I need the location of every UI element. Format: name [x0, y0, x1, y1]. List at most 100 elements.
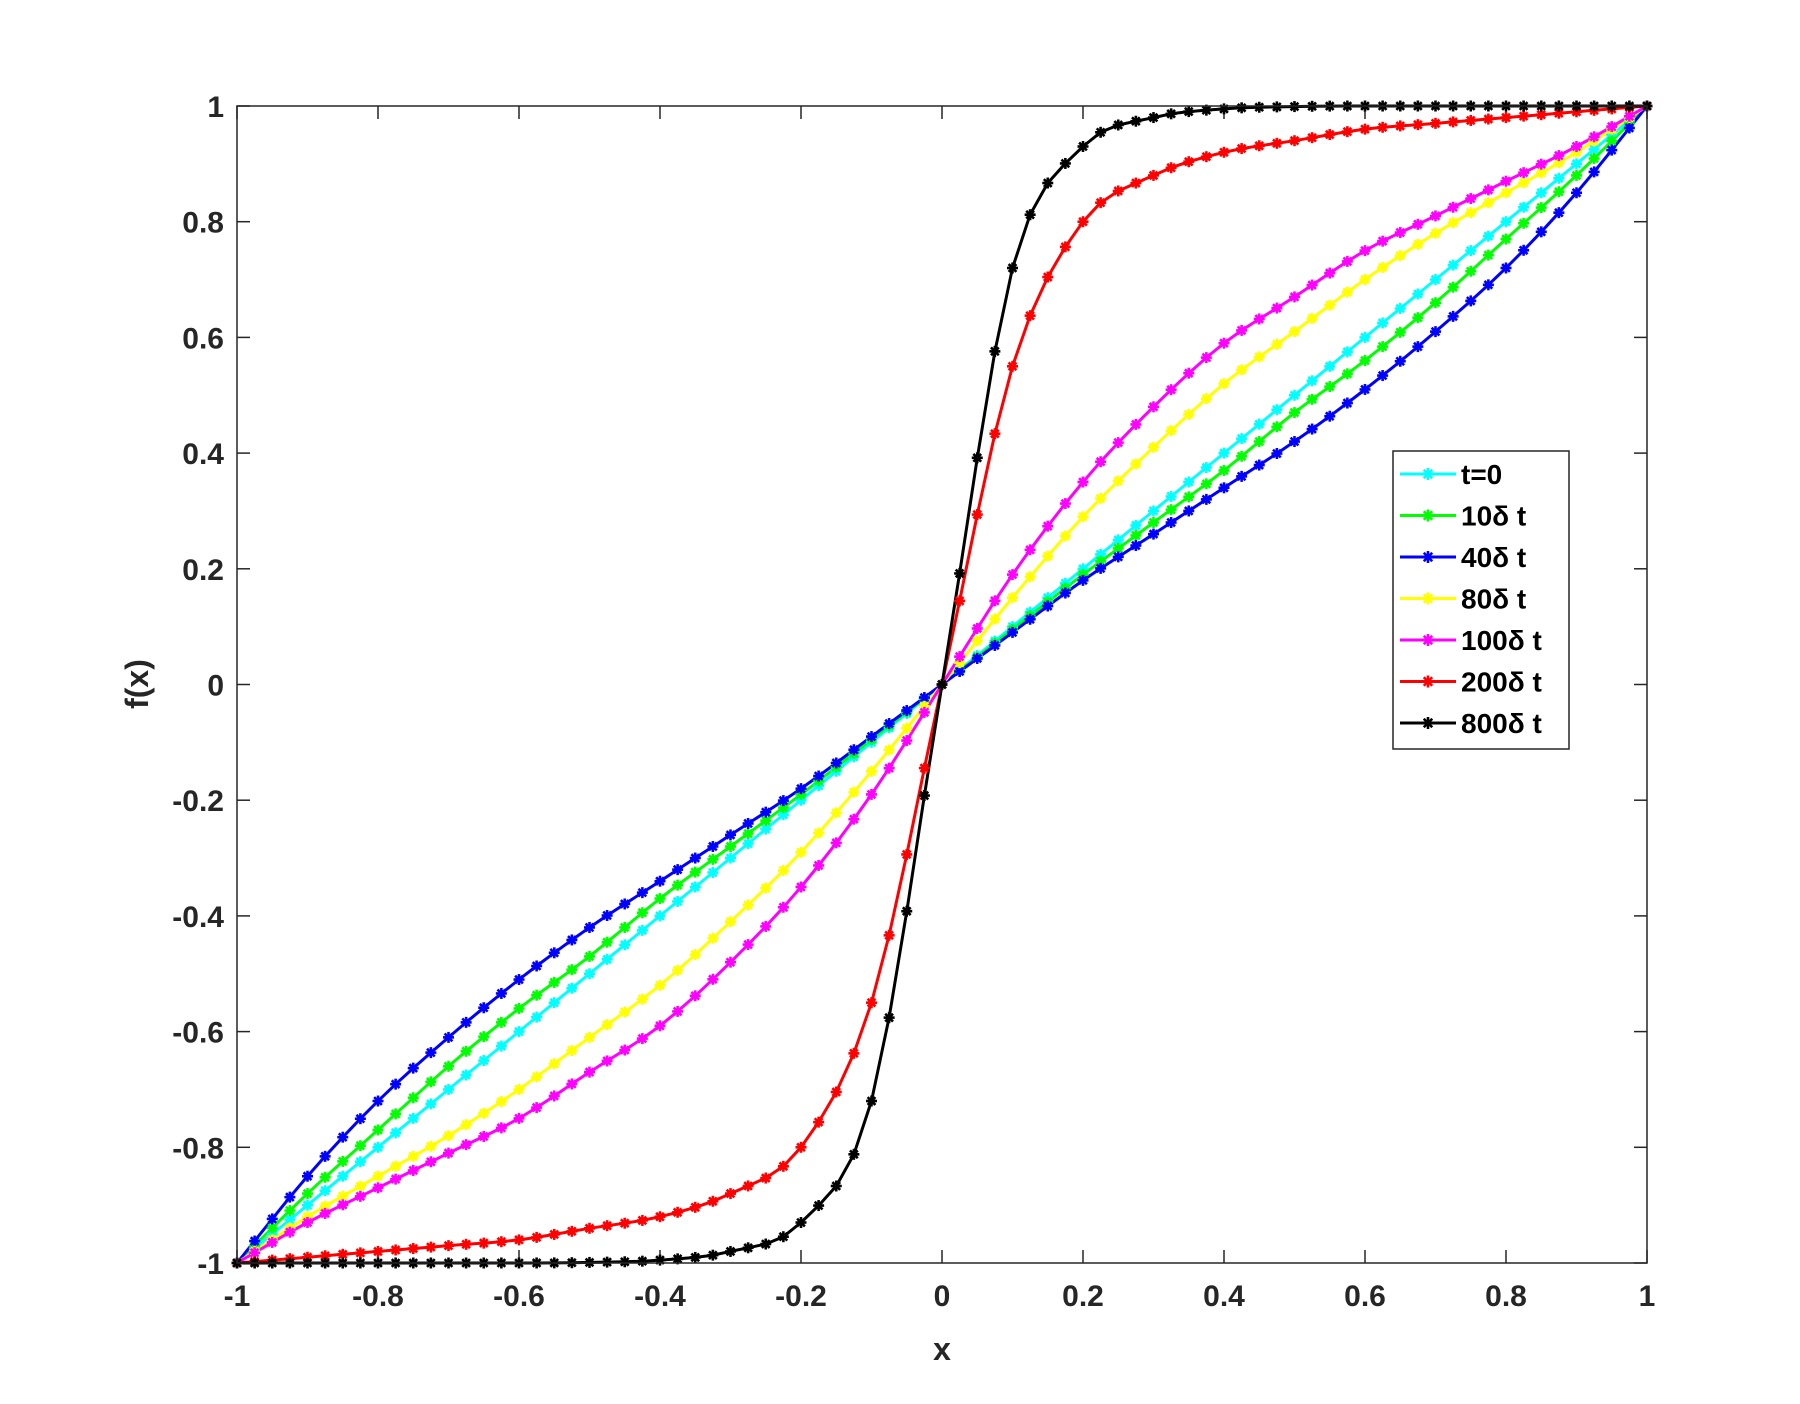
x-tick-label: 0.4: [1203, 1280, 1245, 1313]
data-point: [1165, 108, 1177, 120]
data-point: [1024, 209, 1036, 221]
data-point: [531, 1011, 543, 1023]
data-point: [989, 428, 1001, 440]
data-point: [266, 1236, 278, 1248]
data-point: [1218, 482, 1230, 494]
data-point: [513, 1112, 525, 1124]
data-point: [1007, 262, 1018, 274]
data-point: [1183, 156, 1195, 168]
data-point: [319, 1171, 331, 1183]
data-point: [531, 960, 543, 972]
data-point: [1059, 587, 1071, 599]
data-point: [1042, 520, 1054, 532]
data-point: [619, 921, 631, 933]
data-point: [1077, 216, 1089, 228]
data-point: [460, 1016, 472, 1028]
data-point: [513, 1026, 525, 1038]
data-point: [1306, 423, 1318, 435]
legend-label: 200δ t: [1461, 667, 1542, 698]
data-point: [1007, 592, 1018, 604]
data-point: [390, 1160, 402, 1172]
data-point: [337, 1199, 349, 1211]
data-point: [1200, 493, 1212, 505]
data-point: [1236, 450, 1248, 462]
data-point: [760, 920, 772, 932]
data-point: [689, 881, 701, 893]
data-point: [901, 722, 913, 734]
data-point: [460, 1069, 472, 1081]
y-tick-labels: 1 0.8 0.6 0.4 0.2 0 -0.2 -0.4 -0.6 -0.8 -1: [172, 91, 224, 1281]
data-point: [1218, 146, 1230, 158]
data-point: [742, 1180, 754, 1192]
data-point: [725, 916, 736, 928]
data-point: [883, 718, 895, 730]
data-point: [1465, 295, 1477, 307]
data-point: [566, 982, 578, 994]
data-point: [619, 1044, 631, 1056]
data-point: [1500, 262, 1512, 274]
data-point: [971, 452, 983, 464]
plot-frame: [236, 105, 1648, 1264]
data-point: [1465, 207, 1477, 219]
data-point: [1042, 600, 1054, 612]
data-point: [866, 997, 877, 1009]
data-point: [1447, 281, 1459, 293]
data-point: [777, 809, 789, 821]
data-point: [1271, 448, 1283, 460]
data-point: [302, 1199, 313, 1211]
data-point: [989, 613, 1001, 625]
data-point: [760, 1172, 772, 1184]
data-point: [1482, 249, 1494, 261]
data-point: [866, 731, 877, 743]
data-point: [249, 1235, 261, 1247]
data-point: [883, 762, 895, 774]
data-point: [689, 949, 701, 961]
y-tick-label: -0.6: [172, 1017, 224, 1050]
data-point: [1518, 110, 1530, 122]
data-point: [742, 1242, 754, 1254]
data-point: [1359, 274, 1371, 286]
data-point: [1324, 360, 1336, 372]
data-point: [1430, 227, 1441, 239]
data-point: [654, 910, 666, 922]
x-tick-label: 0.2: [1062, 1280, 1104, 1313]
data-point: [707, 867, 719, 879]
data-point: [795, 1217, 807, 1229]
data-point: [1324, 129, 1336, 141]
data-point: [901, 735, 913, 747]
data-point: [883, 744, 895, 756]
data-point: [1430, 326, 1441, 338]
data-point: [302, 1170, 313, 1182]
legend-label: 10δ t: [1461, 501, 1526, 532]
data-point: [1571, 187, 1582, 199]
data-point: [1341, 397, 1353, 409]
legend-marker: [1422, 509, 1434, 522]
data-point: [1112, 119, 1124, 131]
data-point: [1412, 238, 1424, 250]
data-point: [460, 1119, 472, 1131]
data-point: [1341, 286, 1353, 298]
data-point: [513, 974, 525, 986]
data-point: [689, 852, 701, 864]
data-point: [1412, 288, 1424, 300]
data-point: [672, 864, 684, 876]
data-point: [971, 652, 983, 664]
y-tick-label: 0: [207, 670, 224, 703]
data-point: [495, 1236, 507, 1248]
data-point: [813, 1116, 825, 1128]
data-point: [901, 905, 913, 917]
data-point: [372, 1141, 384, 1153]
x-tick-labels: -1 -0.8 -0.6 -0.4 -0.2 0 0.2 0.4 0.6 0.8 1: [224, 1280, 1656, 1313]
data-point: [548, 1090, 560, 1102]
data-point: [848, 1148, 860, 1160]
legend-label: t=0: [1461, 459, 1502, 490]
data-point: [319, 1150, 331, 1162]
y-tick-label: -0.2: [172, 785, 224, 818]
data-point: [566, 1045, 578, 1057]
data-point: [1007, 626, 1018, 638]
y-tick-label: -0.8: [172, 1132, 224, 1165]
data-point: [1077, 511, 1089, 523]
data-point: [319, 1185, 331, 1197]
data-point: [1377, 317, 1389, 329]
data-point: [1412, 119, 1424, 131]
